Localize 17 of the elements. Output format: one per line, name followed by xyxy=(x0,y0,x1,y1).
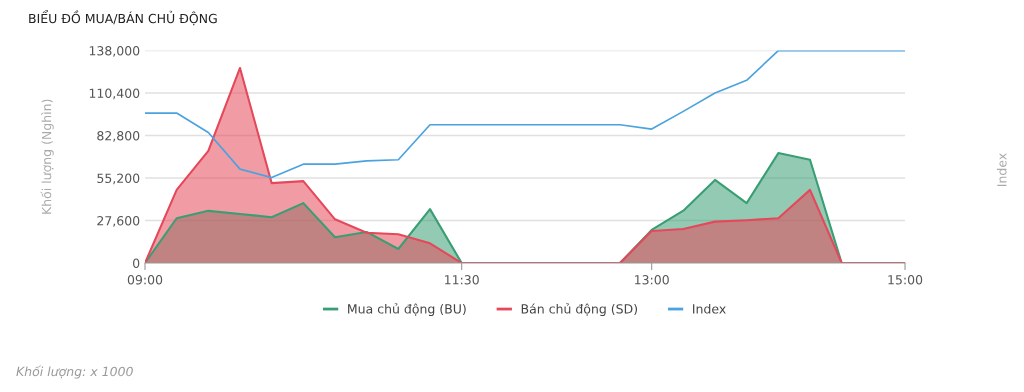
x-tick-label: 13:00 xyxy=(635,275,669,285)
y-tick-label: 82,800 xyxy=(97,131,140,142)
y-tick-label: 55,200 xyxy=(97,173,140,185)
x-tick-label: 11:30 xyxy=(445,275,479,285)
legend-label: Mua chủ động (BU) xyxy=(348,303,466,317)
y-tick-label: 138,000 xyxy=(89,46,140,57)
x-tick-label: 15:00 xyxy=(888,275,923,285)
y-tick-label: 110,400 xyxy=(89,88,140,100)
y-tick-label: 0 xyxy=(133,258,140,268)
y-tick-label: 27,600 xyxy=(97,216,140,227)
text: Khối lượng: x 1000 xyxy=(16,365,133,379)
text: Index xyxy=(996,153,1007,186)
legend-label: Bán chủ động (SD) xyxy=(521,303,638,317)
x-tick-label: 09:00 xyxy=(127,275,163,285)
legend-label: Index xyxy=(693,303,726,314)
y-axis-title: Khối lượng (Nghìn) xyxy=(40,99,54,214)
chart-title: BIỂU ĐỒ MUA/BÁN CHỦ ĐỘNG xyxy=(29,10,217,26)
